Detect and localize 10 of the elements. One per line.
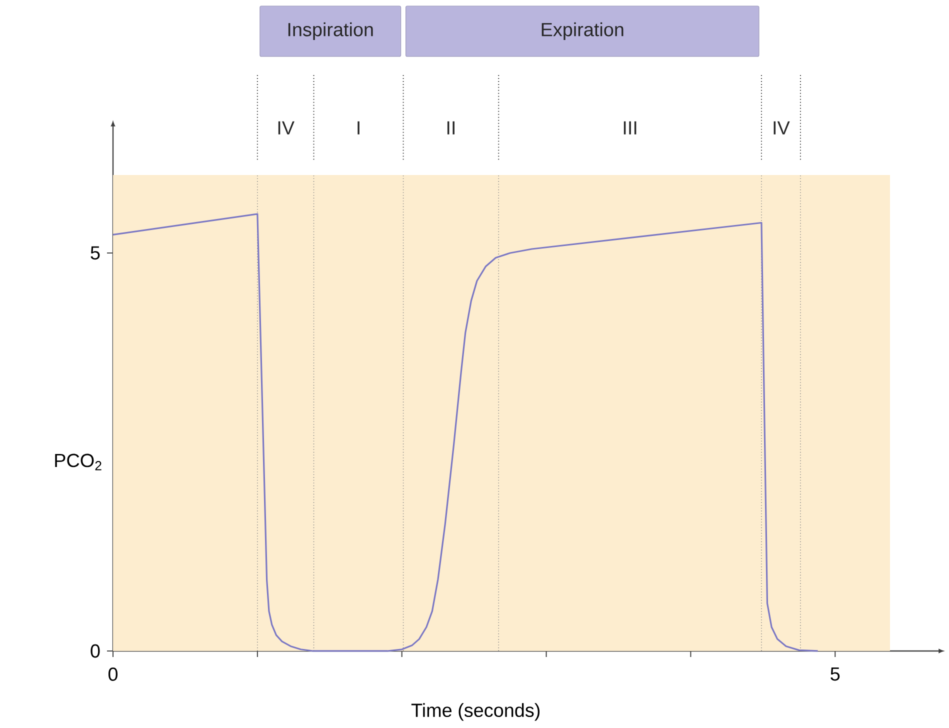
text: II <box>447 121 454 134</box>
text: IV <box>278 121 294 134</box>
text: IV <box>774 121 790 134</box>
text: I <box>358 121 360 134</box>
text: Expiration <box>542 22 624 40</box>
text: Inspiration <box>288 22 373 40</box>
x-axis-title: Time (seconds) <box>411 703 540 721</box>
line-series <box>112 213 819 652</box>
y-axis-title: PCO$_{2}$ <box>55 454 102 470</box>
text: III <box>624 121 636 134</box>
